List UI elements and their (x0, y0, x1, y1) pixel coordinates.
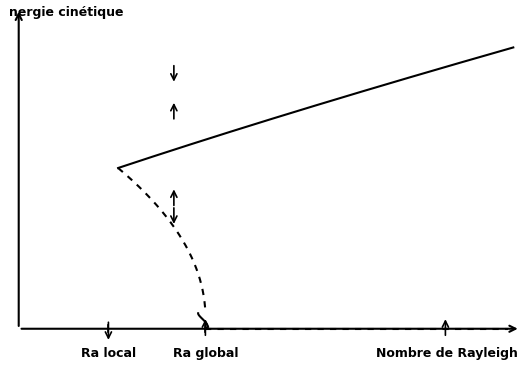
Text: nergie cinétique: nergie cinétique (9, 6, 123, 19)
Text: Ra local: Ra local (81, 347, 136, 360)
Text: Nombre de Rayleigh: Nombre de Rayleigh (376, 347, 518, 360)
Text: Ra global: Ra global (173, 347, 238, 360)
